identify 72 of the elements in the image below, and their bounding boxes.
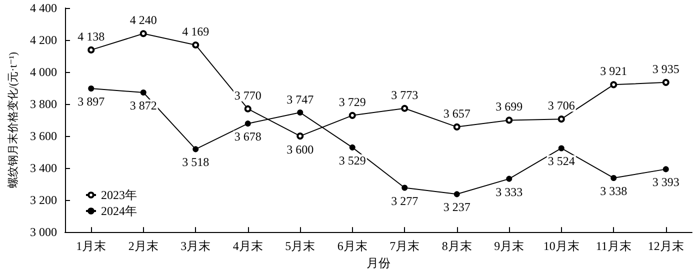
x-tick-label: 4月末 (232, 239, 263, 254)
point (662, 78, 670, 86)
data-label: 3 935 (652, 62, 680, 76)
data-label: 3 770 (234, 88, 262, 102)
data-label: 3 897 (78, 94, 105, 109)
point (244, 120, 251, 127)
legend-label: 2023年 (101, 188, 137, 202)
data-label: 3 338 (600, 184, 628, 198)
y-tick-label: 3 600 (30, 129, 57, 144)
point (610, 174, 617, 181)
data-label: 3 657 (443, 106, 470, 120)
legend-label: 2024年 (101, 204, 137, 218)
data-label: 3 333 (496, 184, 523, 199)
data-label: 3 773 (391, 88, 418, 102)
point (88, 46, 95, 54)
data-label: 3 237 (443, 200, 470, 214)
data-label: 4 240 (130, 13, 157, 28)
point (88, 86, 94, 92)
data-label: 3 699 (496, 100, 523, 114)
point (610, 81, 618, 88)
point (140, 90, 146, 96)
y-tick-label: 4 200 (30, 33, 57, 48)
data-label: 3 600 (286, 142, 314, 157)
point (402, 184, 408, 191)
y-tick-label: 3 000 (30, 225, 57, 240)
y-tick-label: 3 200 (30, 193, 57, 208)
x-tick-label: 1月末 (76, 239, 106, 254)
data-label: 4 138 (78, 29, 105, 44)
data-label: 4 169 (182, 24, 210, 38)
data-label: 3 518 (182, 155, 210, 170)
point (297, 110, 304, 116)
data-label: 3 729 (338, 94, 366, 109)
x-tick-label: 3月末 (180, 239, 211, 254)
y-axis-title: 螺纹钢月末价格变化/(元·t⁻¹) (6, 52, 20, 188)
x-tick-label: 11月末 (596, 239, 632, 254)
point (192, 146, 199, 152)
x-tick-label: 6月末 (337, 239, 368, 254)
y-tick-label: 4 000 (30, 65, 57, 80)
point (244, 105, 252, 112)
point (348, 112, 356, 119)
point (558, 116, 565, 123)
x-axis-title: 月份 (366, 256, 390, 270)
x-tick-label: 10月末 (543, 239, 580, 254)
point (401, 104, 408, 112)
point (349, 144, 356, 150)
point (296, 132, 304, 140)
x-tick-label: 12月末 (648, 239, 684, 254)
x-tick-label: 8月末 (442, 239, 472, 254)
x-tick-label: 2月末 (128, 239, 158, 254)
point (662, 166, 669, 172)
data-label: 3 393 (652, 175, 680, 190)
point (192, 41, 200, 48)
data-label: 3 747 (286, 92, 314, 107)
point (558, 145, 564, 152)
point (454, 191, 460, 198)
data-label: 3 529 (338, 153, 366, 168)
y-tick-label: 3 400 (30, 161, 57, 176)
y-tick-label: 3 800 (30, 97, 57, 112)
x-tick-label: 7月末 (390, 239, 420, 254)
x-tick-label: 9月末 (494, 239, 524, 254)
data-label: 3 277 (391, 194, 418, 208)
point (506, 176, 512, 182)
data-label: 3 872 (130, 98, 157, 113)
data-label: 3 678 (234, 130, 262, 144)
data-label: 3 524 (548, 154, 575, 168)
x-tick-label: 5月末 (285, 239, 316, 254)
data-label: 3 706 (548, 98, 575, 113)
point (506, 116, 513, 124)
point (453, 123, 460, 130)
data-label: 3 921 (600, 64, 628, 78)
y-tick-label: 4 400 (30, 1, 57, 15)
point (140, 30, 147, 38)
